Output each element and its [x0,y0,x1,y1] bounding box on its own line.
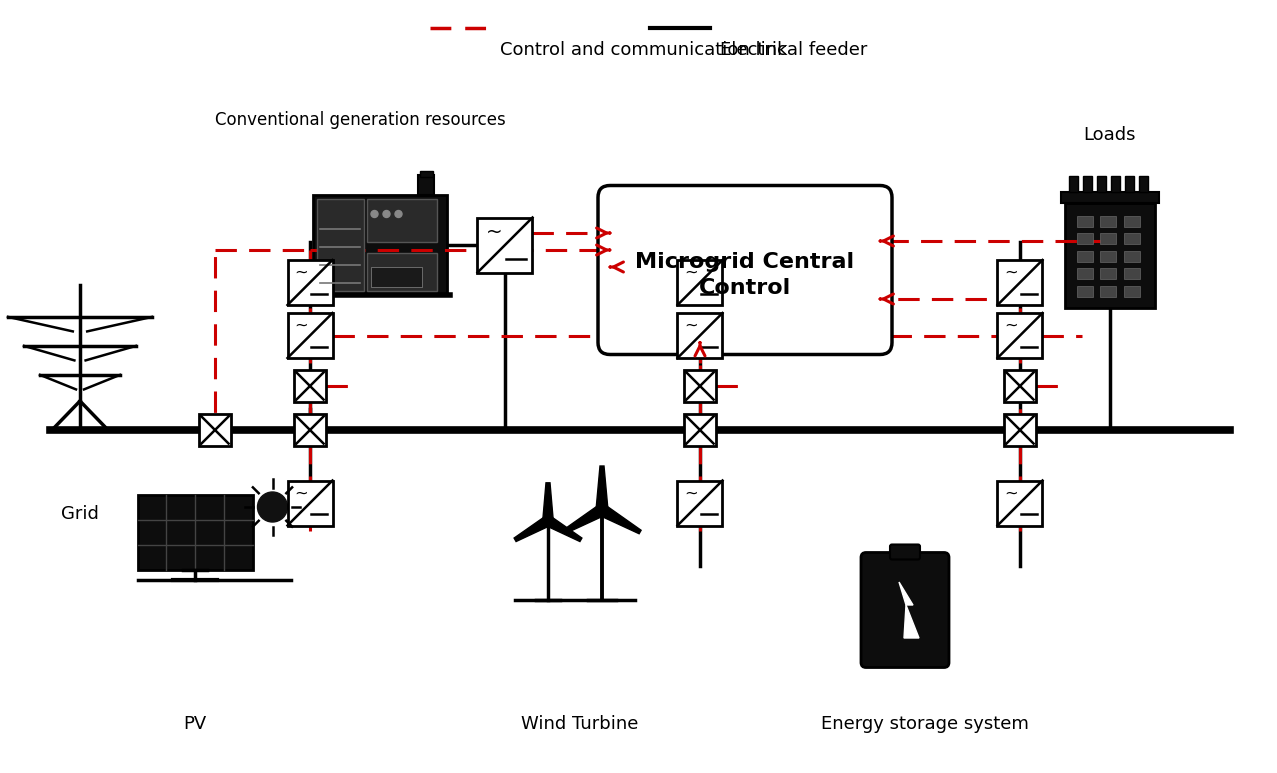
Bar [1101,233,1116,244]
Polygon shape [599,505,641,533]
Bar [1101,285,1116,297]
Bar [1083,175,1092,192]
Bar [294,370,326,402]
Bar [1124,216,1139,227]
Bar [1124,268,1139,279]
Bar [1124,285,1139,297]
Bar [997,313,1042,358]
Text: ~: ~ [485,223,502,242]
Bar [1077,250,1093,262]
Bar [478,217,533,273]
Bar [294,414,326,446]
Bar [1077,285,1093,297]
Bar [138,495,253,570]
Bar [1101,216,1116,227]
Bar [1077,268,1093,279]
FancyBboxPatch shape [890,544,919,560]
Bar [1077,233,1093,244]
Bar [418,175,433,195]
Text: ~: ~ [294,485,308,500]
Text: ~: ~ [684,485,697,500]
Text: Wind Turbine: Wind Turbine [521,715,638,733]
Bar [1101,268,1116,279]
Bar [420,171,433,177]
Text: ~: ~ [1004,265,1018,280]
Text: ~: ~ [294,265,308,280]
Bar [1097,175,1106,192]
Text: ~: ~ [1004,318,1018,333]
Polygon shape [543,483,553,521]
FancyBboxPatch shape [861,553,949,668]
Bar [1065,203,1154,308]
Text: Grid: Grid [61,505,98,523]
Text: Conventional generation resources: Conventional generation resources [215,111,506,129]
FancyBboxPatch shape [598,186,893,355]
Bar [199,414,231,446]
Text: Energy storage system: Energy storage system [821,715,1029,733]
Bar [287,481,332,526]
Bar [1139,175,1148,192]
Polygon shape [904,605,919,638]
Circle shape [598,506,607,514]
Bar [1069,175,1078,192]
Text: ~: ~ [684,318,697,333]
Text: ~: ~ [294,318,308,333]
Circle shape [544,517,552,524]
Text: Control: Control [699,278,792,298]
Text: Loads: Loads [1084,126,1137,144]
Bar [1124,250,1139,262]
Polygon shape [596,466,608,510]
Bar [1101,250,1116,262]
Circle shape [372,210,378,217]
Bar [370,267,421,287]
Bar [997,260,1042,305]
Bar [1077,216,1093,227]
Text: Electrical feeder: Electrical feeder [720,41,867,59]
Text: ~: ~ [1004,485,1018,500]
Bar [287,313,332,358]
Text: PV: PV [184,715,207,733]
Bar [366,253,437,291]
Bar [1004,370,1036,402]
Circle shape [383,210,389,217]
Text: ~: ~ [684,265,697,280]
Text: Control and communication link: Control and communication link [501,41,788,59]
Bar [1125,175,1134,192]
Polygon shape [563,505,605,533]
Bar [1061,192,1160,203]
Text: Microgrid Central: Microgrid Central [636,252,854,272]
Bar [317,199,364,291]
Bar [678,481,723,526]
Circle shape [258,492,287,522]
Bar [313,195,447,295]
Bar [684,370,716,402]
Bar [678,313,723,358]
Bar [1004,414,1036,446]
Polygon shape [899,582,913,605]
Bar [366,199,437,242]
Bar [1111,175,1120,192]
Bar [1124,233,1139,244]
Polygon shape [545,516,582,542]
Bar [997,481,1042,526]
Bar [287,260,332,305]
Text: PCC: PCC [198,498,231,516]
Bar [678,260,723,305]
Polygon shape [515,516,550,542]
Bar [684,414,716,446]
Circle shape [395,210,402,217]
